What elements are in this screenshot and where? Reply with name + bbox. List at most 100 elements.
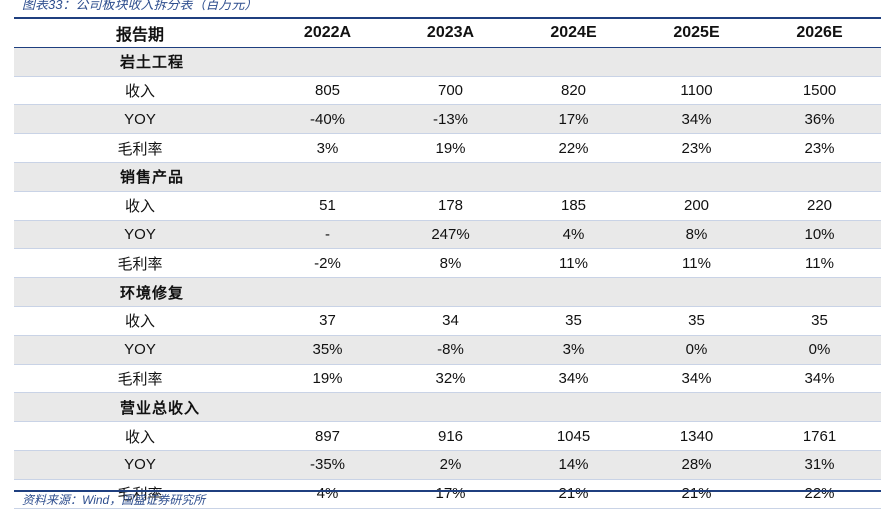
- header-cell: 2023A: [389, 19, 512, 48]
- value-cell: 28%: [635, 450, 758, 480]
- value-cell: 32%: [389, 364, 512, 394]
- value-cell: 8%: [635, 220, 758, 250]
- section-empty-cell: [512, 277, 635, 307]
- table-row: 收入 897 916 1045 1340 1761: [14, 421, 881, 451]
- value-cell: 34%: [512, 364, 635, 394]
- section-row: 环境修复: [14, 277, 881, 307]
- value-cell: 11%: [512, 248, 635, 279]
- table-row: YOY -40% -13% 17% 34% 36%: [14, 104, 881, 135]
- value-cell: 3%: [266, 133, 389, 163]
- value-cell: 34%: [635, 104, 758, 135]
- value-cell: 19%: [266, 364, 389, 394]
- header-cell: 2022A: [266, 19, 389, 48]
- row-label: 收入: [14, 421, 266, 451]
- section-empty-cell: [266, 392, 389, 423]
- value-cell: 10%: [758, 220, 881, 250]
- value-cell: 2%: [389, 450, 512, 480]
- value-cell: 35%: [266, 335, 389, 365]
- top-rule: [14, 17, 881, 19]
- value-cell: 14%: [512, 450, 635, 480]
- table-row: 收入 37 34 35 35 35: [14, 306, 881, 336]
- value-cell: 4%: [266, 479, 389, 509]
- section-empty-cell: [389, 392, 512, 423]
- value-cell: 21%: [635, 479, 758, 509]
- header-cell: 报告期: [14, 19, 266, 48]
- value-cell: 185: [512, 191, 635, 221]
- table-row: 毛利率 -2% 8% 11% 11% 11%: [14, 248, 881, 279]
- section-row: 岩土工程: [14, 47, 881, 77]
- section-empty-cell: [266, 47, 389, 77]
- row-label: 收入: [14, 76, 266, 106]
- value-cell: -2%: [266, 248, 389, 279]
- table-row: 收入 805 700 820 1100 1500: [14, 76, 881, 106]
- row-label: 毛利率: [14, 248, 266, 279]
- header-cell: 2025E: [635, 19, 758, 48]
- table-row: 毛利率 4% 17% 21% 21% 22%: [14, 479, 881, 509]
- bottom-rule: [14, 490, 881, 492]
- header-cell: 2026E: [758, 19, 881, 48]
- section-empty-cell: [635, 162, 758, 192]
- value-cell: 0%: [758, 335, 881, 365]
- section-title: 营业总收入: [14, 392, 266, 423]
- value-cell: 17%: [512, 104, 635, 135]
- value-cell: 820: [512, 76, 635, 106]
- value-cell: 17%: [389, 479, 512, 509]
- row-label: 收入: [14, 191, 266, 221]
- value-cell: 916: [389, 421, 512, 451]
- value-cell: 1340: [635, 421, 758, 451]
- value-cell: -13%: [389, 104, 512, 135]
- value-cell: 51: [266, 191, 389, 221]
- value-cell: 3%: [512, 335, 635, 365]
- value-cell: 8%: [389, 248, 512, 279]
- row-label: YOY: [14, 220, 266, 250]
- value-cell: 21%: [512, 479, 635, 509]
- table-row: YOY -247% 4% 8% 10%: [14, 220, 881, 250]
- section-empty-cell: [389, 47, 512, 77]
- section-empty-cell: [266, 162, 389, 192]
- value-cell: 1100: [635, 76, 758, 106]
- value-cell: 23%: [758, 133, 881, 163]
- section-title: 岩土工程: [14, 47, 266, 77]
- row-label: 收入: [14, 306, 266, 336]
- table-row: 毛利率 3% 19% 22% 23% 23%: [14, 133, 881, 163]
- value-cell: 200: [635, 191, 758, 221]
- section-title: 销售产品: [14, 162, 266, 192]
- value-cell: 1500: [758, 76, 881, 106]
- section-empty-cell: [266, 277, 389, 307]
- row-label: YOY: [14, 104, 266, 135]
- value-cell: 35: [758, 306, 881, 336]
- row-label: YOY: [14, 450, 266, 480]
- header-row: 报告期 2022A 2023A 2024E 2025E 2026E: [14, 19, 881, 48]
- value-cell: 35: [635, 306, 758, 336]
- section-empty-cell: [389, 162, 512, 192]
- value-cell: -: [266, 220, 389, 250]
- value-cell: 220: [758, 191, 881, 221]
- value-cell: 34: [389, 306, 512, 336]
- table-caption: 图表33：公司板块收入拆分表（百万元）: [22, 0, 258, 12]
- table-row: YOY 35% -8% 3% 0% 0%: [14, 335, 881, 365]
- source-note: 资料来源：Wind，国盛证券研究所: [22, 493, 206, 507]
- section-empty-cell: [512, 392, 635, 423]
- value-cell: 31%: [758, 450, 881, 480]
- value-cell: 1045: [512, 421, 635, 451]
- value-cell: 23%: [635, 133, 758, 163]
- value-cell: 11%: [635, 248, 758, 279]
- section-empty-cell: [512, 47, 635, 77]
- section-empty-cell: [635, 47, 758, 77]
- row-label: 毛利率: [14, 133, 266, 163]
- value-cell: -40%: [266, 104, 389, 135]
- value-cell: 247%: [389, 220, 512, 250]
- value-cell: 700: [389, 76, 512, 106]
- value-cell: -8%: [389, 335, 512, 365]
- value-cell: -35%: [266, 450, 389, 480]
- value-cell: 4%: [512, 220, 635, 250]
- revenue-breakdown-table: 报告期 2022A 2023A 2024E 2025E 2026E 岩土工程 收入…: [14, 19, 881, 509]
- table-row: 收入 51 178 185 200 220: [14, 191, 881, 221]
- value-cell: 178: [389, 191, 512, 221]
- value-cell: 35: [512, 306, 635, 336]
- row-label: YOY: [14, 335, 266, 365]
- section-row: 营业总收入: [14, 392, 881, 423]
- value-cell: 0%: [635, 335, 758, 365]
- section-empty-cell: [512, 162, 635, 192]
- section-empty-cell: [758, 277, 881, 307]
